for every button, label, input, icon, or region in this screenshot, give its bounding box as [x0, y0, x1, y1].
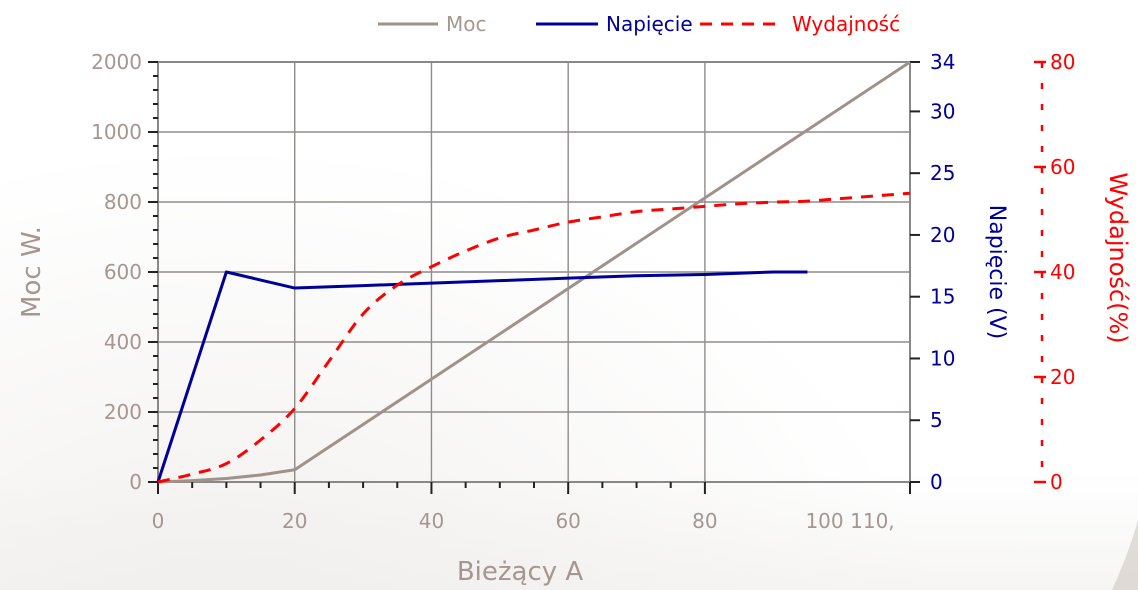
- left-axis-tick-label: 600: [104, 260, 142, 284]
- efficiency-axis-tick-label: 60: [1050, 155, 1075, 179]
- left-axis: 0 200 400 600 800 1000 2000: [91, 50, 159, 494]
- efficiency-axis-tick-label: 80: [1050, 50, 1075, 74]
- legend-label: Napięcie: [606, 12, 693, 36]
- x-axis-tick-label: 0: [152, 509, 165, 533]
- voltage-axis-tick-label: 5: [930, 408, 943, 432]
- left-axis-tick-label: 800: [104, 190, 142, 214]
- x-axis-tick-label: 60: [555, 509, 580, 533]
- voltage-axis: 0 5 10 15 20 25 30 34: [909, 50, 955, 494]
- x-axis-tick-label: 110,: [850, 509, 895, 533]
- decorative-swoosh: [1112, 520, 1138, 590]
- voltage-axis-tick-label: 30: [930, 99, 955, 123]
- voltage-axis-tick-label: 34: [930, 50, 955, 74]
- left-axis-tick-label: 400: [104, 330, 142, 354]
- x-axis-tick-label: 80: [692, 509, 717, 533]
- efficiency-axis-tick-label: 40: [1050, 260, 1075, 284]
- voltage-axis-tick-label: 20: [930, 223, 955, 247]
- x-axis-tick-label: 40: [419, 509, 444, 533]
- legend-label: Wydajność: [792, 12, 900, 36]
- series-group: [156, 60, 911, 484]
- left-axis-tick-label: 1000: [91, 120, 142, 144]
- series-line-napięcie: [156, 270, 808, 483]
- series-line-wydajność: [157, 191, 911, 484]
- left-axis-title: Moc W.: [17, 226, 47, 318]
- x-axis-tick-label: 20: [282, 509, 307, 533]
- voltage-axis-tick-label: 0: [930, 470, 943, 494]
- voltage-axis-tick-label: 10: [930, 346, 955, 370]
- efficiency-axis-tick-label: 0: [1050, 470, 1063, 494]
- voltage-axis-tick-label: 15: [930, 285, 955, 309]
- left-axis-tick-label: 2000: [91, 50, 142, 74]
- efficiency-axis: 0 20 40 60 80: [1034, 50, 1075, 494]
- series-line-moc: [157, 60, 911, 484]
- legend-label: Moc: [446, 12, 487, 36]
- x-axis-tick-label: 100: [805, 509, 843, 533]
- efficiency-axis-tick-label: 20: [1050, 365, 1075, 389]
- efficiency-axis-title: Wydajność(%): [1104, 172, 1132, 343]
- voltage-axis-title: Napięcie (V): [984, 205, 1009, 340]
- legend: Moc Napięcie Wydajność: [378, 12, 900, 36]
- x-axis-title: Bieżący A: [457, 557, 584, 587]
- x-axis: 0 20 40 60 80 100 110,: [152, 482, 911, 533]
- left-axis-tick-label: 0: [129, 470, 142, 494]
- left-axis-tick-label: 200: [104, 400, 142, 424]
- voltage-axis-tick-label: 25: [930, 161, 955, 185]
